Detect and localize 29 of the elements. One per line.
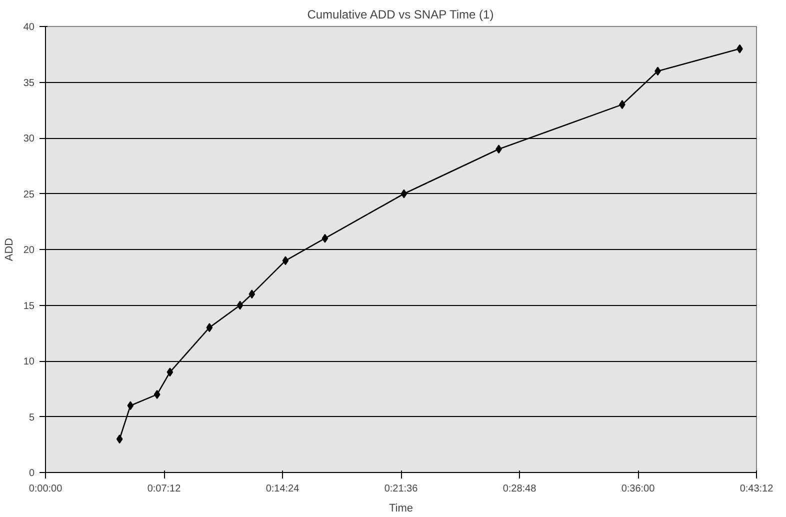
y-tick-label: 0: [28, 468, 35, 479]
y-tick-label: 30: [23, 134, 35, 144]
y-tick-label: 35: [23, 78, 35, 89]
x-axis-title: Time: [388, 502, 414, 514]
y-tick-label: 10: [23, 356, 35, 368]
x-tick-label: 0:14:24: [266, 484, 300, 494]
point: [206, 323, 213, 332]
point: [154, 390, 160, 399]
point: [166, 368, 174, 377]
y-axis-title: ADD: [3, 238, 16, 262]
point: [400, 189, 408, 198]
point: [116, 434, 123, 444]
x-tick-label: 0:36:00: [621, 484, 656, 494]
y-tick-label: 20: [23, 245, 35, 256]
y-tick-label: 40: [23, 22, 35, 33]
x-tick-label: 0:28:48: [502, 484, 537, 494]
y-tick-label: 15: [23, 300, 35, 312]
chart-title: Cumulative ADD vs SNAP Time (1): [307, 8, 494, 22]
point: [282, 256, 289, 266]
x-tick-label: 0:00:00: [28, 484, 63, 494]
y-tick-label: 25: [23, 189, 35, 200]
x-tick-label: 0:43:12: [740, 484, 774, 494]
x-tick-label: 0:21:36: [384, 484, 418, 494]
point: [127, 401, 134, 410]
y-tick-label: 5: [28, 412, 35, 424]
point: [236, 300, 244, 310]
point: [322, 234, 328, 243]
point: [248, 290, 256, 299]
x-tick-label: 0:07:12: [147, 484, 182, 494]
